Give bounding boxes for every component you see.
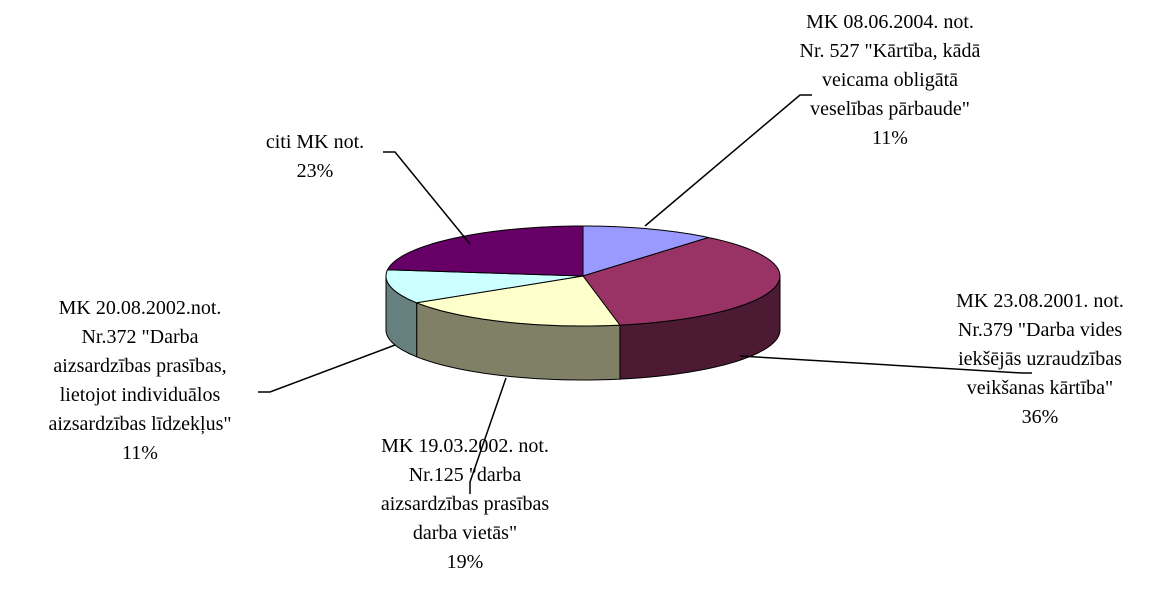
value-label: 36% <box>1021 406 1059 428</box>
leader-line <box>469 377 507 494</box>
leader-line <box>739 355 1032 374</box>
value-label: 23% <box>296 160 334 182</box>
slice-label: MK 20.08.2002.not. Nr.372 "Darba aizsard… <box>48 297 232 435</box>
leader-line <box>383 151 471 245</box>
value-label: 11% <box>872 127 908 149</box>
value-label: 11% <box>122 442 158 464</box>
slice <box>414 275 621 327</box>
slice <box>385 269 584 304</box>
slice-label: citi MK not. <box>265 131 365 153</box>
value-label: 19% <box>446 551 484 573</box>
slice <box>386 225 584 277</box>
slice <box>582 225 709 277</box>
slice-label: MK 08.06.2004. not. Nr. 527 "Kārtība, kā… <box>799 11 981 120</box>
leader-line <box>644 94 812 227</box>
slice-label: MK 23.08.2001. not. Nr.379 "Darba vides … <box>956 290 1124 399</box>
slice <box>582 236 781 326</box>
leader-line <box>258 344 396 393</box>
slice-label: MK 19.03.2002. not. Nr.125 "darba aizsar… <box>380 435 550 544</box>
